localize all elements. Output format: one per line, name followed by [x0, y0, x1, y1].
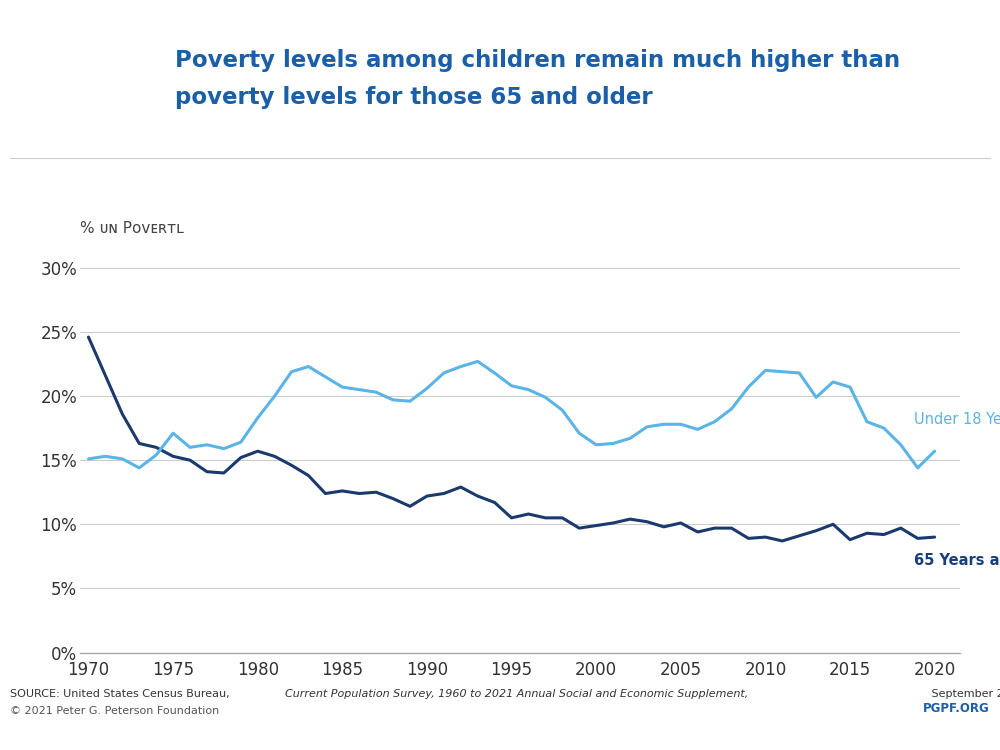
Text: Current Population Survey, 1960 to 2021 Annual Social and Economic Supplement,: Current Population Survey, 1960 to 2021 … — [285, 689, 748, 699]
Text: % ᴜɴ Pᴏᴠᴇʀᴛʟ: % ᴜɴ Pᴏᴠᴇʀᴛʟ — [80, 221, 184, 236]
Text: Under 18 Years: Under 18 Years — [914, 412, 1000, 427]
Text: PGPF.ORG: PGPF.ORG — [923, 703, 990, 715]
Text: September 2021.: September 2021. — [928, 689, 1000, 699]
Text: SOURCE: United States Census Bureau,: SOURCE: United States Census Bureau, — [10, 689, 233, 699]
Text: PETER G.: PETER G. — [67, 64, 116, 74]
Text: FOUNDATION: FOUNDATION — [67, 112, 129, 121]
Text: © 2021 Peter G. Peterson Foundation: © 2021 Peter G. Peterson Foundation — [10, 706, 219, 716]
Text: PETERSON: PETERSON — [67, 88, 125, 98]
Text: Poverty levels among children remain much higher than: Poverty levels among children remain muc… — [175, 49, 900, 72]
Text: 65 Years and Older: 65 Years and Older — [914, 553, 1000, 568]
Text: poverty levels for those 65 and older: poverty levels for those 65 and older — [175, 86, 653, 109]
